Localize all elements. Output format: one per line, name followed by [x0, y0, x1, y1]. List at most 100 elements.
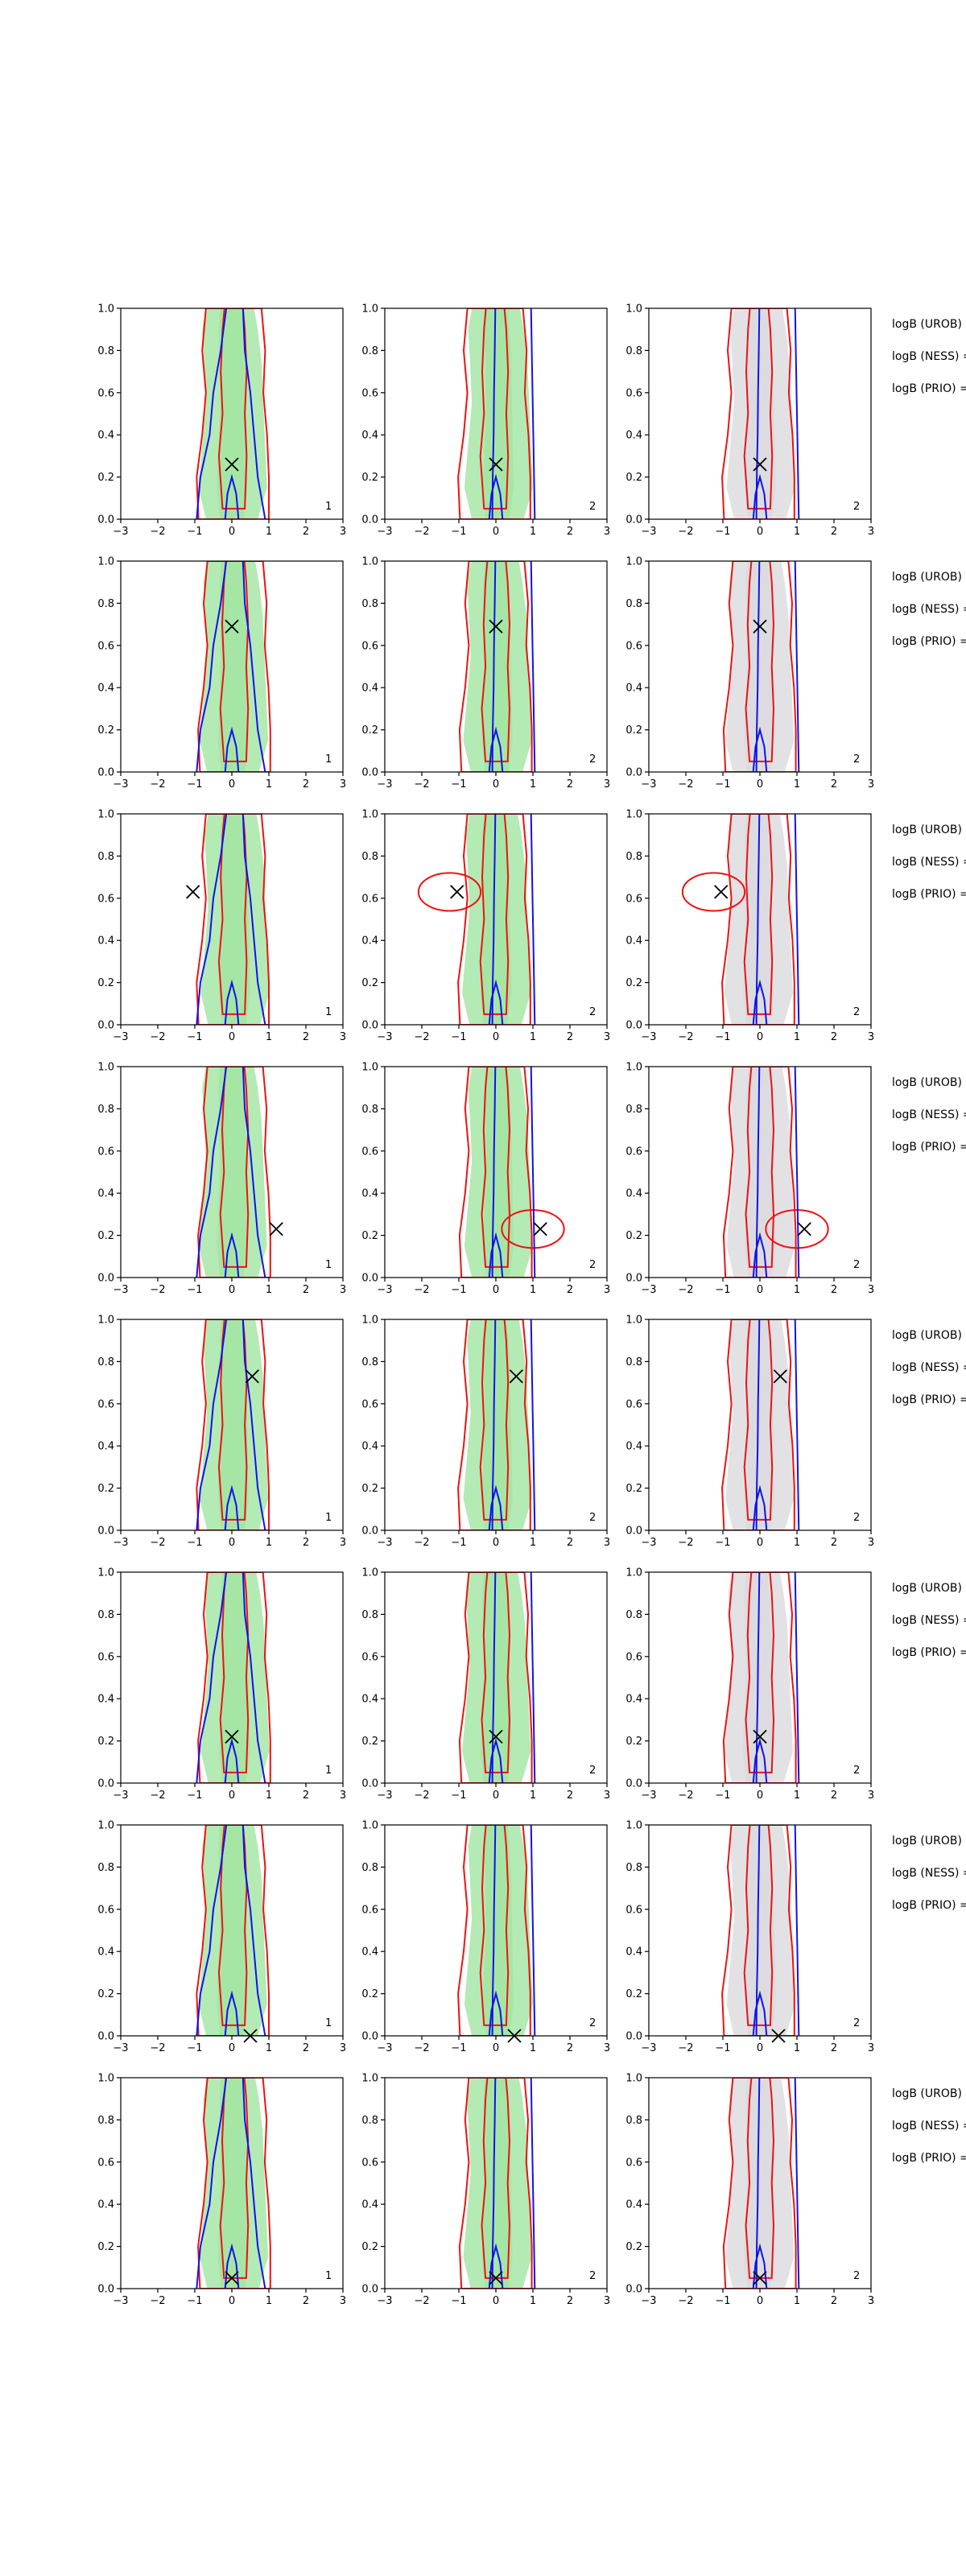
- y-tick-label: 1.0: [625, 2073, 642, 2085]
- y-tick-label: 1.0: [97, 1315, 114, 1327]
- x-tick-label: −2: [678, 2042, 693, 2054]
- logb-label: logB (UROB) =: [892, 1076, 966, 1089]
- x-tick-label: −2: [678, 1031, 693, 1043]
- red-contour-inner: [743, 308, 774, 510]
- marker-x: [509, 1369, 523, 1384]
- x-tick-label: −1: [451, 1031, 466, 1043]
- y-tick-label: 0.6: [625, 2157, 642, 2169]
- x-tick-label: −2: [678, 1790, 693, 1802]
- x-tick-label: −3: [113, 778, 128, 791]
- marker-x: [225, 619, 239, 634]
- marker-x: [753, 619, 767, 634]
- panel-r6-c3: −3 −2 −1 0 1 2 3 0.0 0.2 0.4 0.6 0.8 1.0 2: [625, 1567, 874, 1802]
- x-tick-label: 3: [340, 1790, 346, 1802]
- blue-contour-left: [196, 1319, 228, 1530]
- red-contour-inner: [743, 1825, 774, 2026]
- x-tick-label: 1: [530, 1537, 536, 1549]
- x-tick-label: 1: [794, 1031, 800, 1043]
- blue-contour-left: [755, 1067, 761, 1278]
- x-tick-label: 3: [604, 526, 610, 538]
- density-fill-inner: [744, 561, 775, 772]
- x-tick-label: 1: [530, 2295, 536, 2307]
- blue-contour-left: [491, 308, 497, 519]
- y-tick-label: 0.4: [361, 1188, 378, 1200]
- logb-label: logB (PRIO) =: [892, 1141, 966, 1154]
- x-tick-label: −3: [377, 778, 392, 791]
- x-tick-label: −2: [150, 1284, 165, 1296]
- y-tick-label: 0.2: [625, 472, 642, 484]
- x-tick-label: −3: [377, 2042, 392, 2054]
- x-tick-label: 1: [266, 2295, 272, 2307]
- y-tick-label: 0.2: [625, 724, 642, 737]
- y-tick-label: 0.8: [625, 1356, 642, 1368]
- x-tick-label: −1: [451, 2295, 466, 2307]
- x-tick-label: 2: [303, 1031, 309, 1043]
- y-tick-label: 0.6: [625, 1398, 642, 1410]
- red-contour-outer: [197, 1572, 271, 1783]
- logb-label: logB (UROB) =: [892, 1582, 966, 1595]
- x-tick-label: 2: [831, 526, 837, 538]
- x-tick-label: −2: [414, 2295, 429, 2307]
- blue-contour-right: [530, 308, 536, 519]
- x-tick-label: 1: [794, 1790, 800, 1802]
- red-contour-inner: [217, 308, 248, 510]
- y-tick-label: 1.0: [625, 809, 642, 821]
- y-tick-label: 0.8: [361, 1104, 378, 1116]
- y-tick-label: 0.6: [625, 893, 642, 905]
- x-tick-label: −2: [150, 1537, 165, 1549]
- y-tick-label: 0.6: [361, 1651, 378, 1663]
- blue-contour-right: [794, 1572, 800, 1783]
- y-tick-label: 0.0: [625, 1273, 642, 1285]
- red-contour-outer: [196, 814, 270, 1025]
- y-tick-label: 0.2: [97, 1230, 114, 1242]
- y-tick-label: 0.0: [97, 1273, 114, 1285]
- logb-label: logB (PRIO) =: [892, 382, 966, 395]
- blue-contour-right: [794, 1067, 800, 1278]
- x-tick-label: −2: [414, 1031, 429, 1043]
- y-tick-label: 0.0: [97, 1525, 114, 1538]
- y-tick-label: 1.0: [97, 1820, 114, 1832]
- blue-contour-loop: [488, 1737, 504, 1783]
- panel-r4-c2: −3 −2 −1 0 1 2 3 0.0 0.2 0.4 0.6 0.8 1.0 2: [361, 1062, 610, 1297]
- logb-label: logB (PRIO) =: [892, 2152, 966, 2165]
- blue-contour-loop: [752, 473, 768, 519]
- blue-contour-right: [530, 1067, 536, 1278]
- y-tick-label: 0.8: [361, 1862, 378, 1874]
- logb-label: logB (PRIO) =: [892, 1646, 966, 1659]
- red-contour-outer: [457, 1825, 531, 2036]
- blue-contour-right: [242, 1067, 266, 1278]
- density-fill-inner: [217, 561, 249, 772]
- marker-x: [714, 885, 729, 899]
- y-tick-label: 0.6: [97, 893, 114, 905]
- x-tick-label: −1: [715, 1790, 730, 1802]
- y-tick-label: 0.4: [625, 683, 642, 695]
- y-tick-label: 1.0: [361, 809, 378, 821]
- x-tick-label: 3: [604, 1284, 610, 1296]
- y-tick-label: 0.4: [97, 2199, 114, 2211]
- x-tick-label: 0: [757, 2295, 763, 2307]
- y-tick-label: 1.0: [97, 809, 114, 821]
- logb-label: logB (NESS) =: [892, 1361, 966, 1374]
- red-contour-outer: [457, 814, 531, 1025]
- x-tick-label: 2: [831, 2042, 837, 2054]
- y-tick-label: 0.4: [97, 430, 114, 442]
- x-tick-label: −1: [451, 1790, 466, 1802]
- red-contour-outer: [196, 1319, 270, 1530]
- x-tick-label: −1: [451, 1284, 466, 1296]
- logb-label: logB (UROB) =: [892, 1835, 966, 1847]
- blue-contour-right: [530, 2078, 536, 2289]
- panel-number: 2: [853, 753, 860, 766]
- blue-contour-right: [794, 308, 800, 519]
- y-tick-label: 0.8: [97, 2115, 114, 2127]
- blue-contour-left: [755, 1572, 761, 1783]
- blue-contour-right: [794, 1825, 800, 2036]
- blue-contour-left: [196, 561, 228, 772]
- red-contour-inner: [217, 814, 248, 1015]
- red-contour-outer: [722, 2078, 797, 2289]
- panel-r7-c2: −3 −2 −1 0 1 2 3 0.0 0.2 0.4 0.6 0.8 1.0 2: [361, 1820, 610, 2055]
- y-tick-label: 0.6: [361, 1398, 378, 1410]
- panel-number: 2: [589, 501, 596, 513]
- y-tick-label: 0.2: [97, 2241, 114, 2253]
- y-tick-label: 0.8: [361, 345, 378, 357]
- y-tick-label: 0.8: [625, 851, 642, 863]
